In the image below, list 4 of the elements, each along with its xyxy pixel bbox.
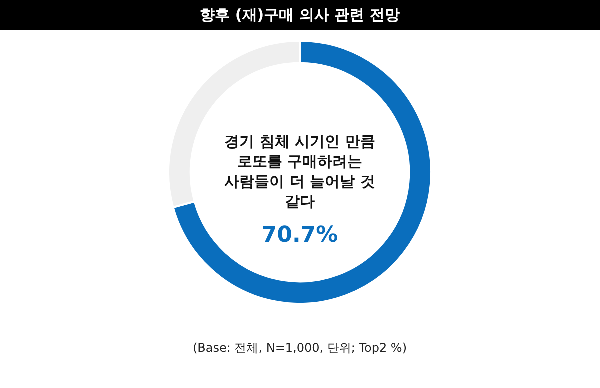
data-label: 70.7%: [262, 223, 338, 248]
text: (Base: 전체, N=1,000, 단위; Top2 %): [192, 340, 408, 357]
chart-title: 향후 (재)구매 의사 관련 전망: [0, 0, 600, 30]
slice-label: 경기 침체 시기인 만큼 로또를 구매하려는 사람들이 더 늘어날 것 같다: [224, 132, 376, 210]
